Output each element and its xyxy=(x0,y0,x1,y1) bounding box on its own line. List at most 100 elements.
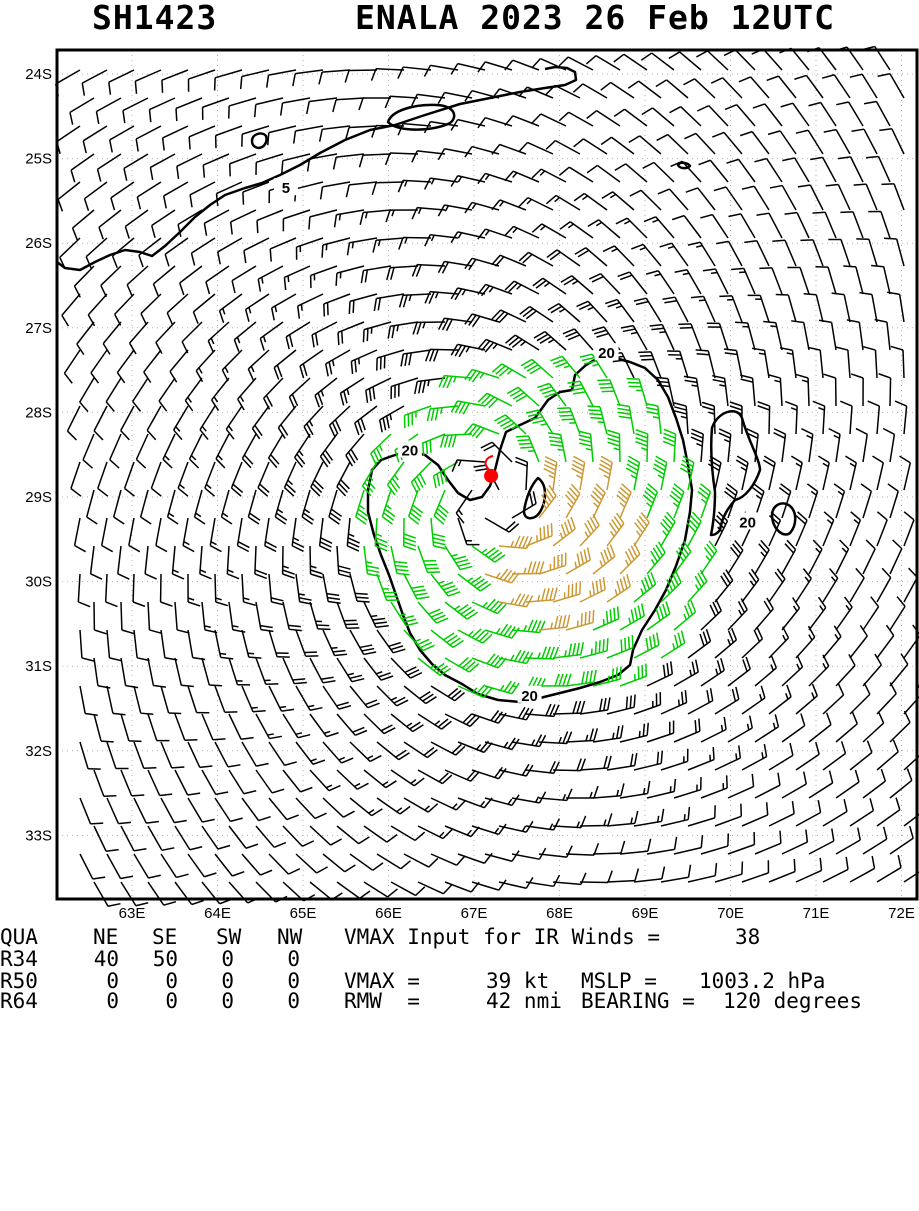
wind-barb xyxy=(674,600,695,630)
wind-barb xyxy=(330,406,350,437)
wind-barb xyxy=(260,322,283,350)
wind-barb xyxy=(472,546,505,562)
wind-barb xyxy=(231,462,242,496)
wind-barb xyxy=(391,770,424,786)
wind-barb xyxy=(156,518,167,552)
wind-barb xyxy=(887,292,904,322)
wind-barb xyxy=(248,350,269,380)
wind-barb xyxy=(728,716,752,742)
wind-barb xyxy=(269,630,290,657)
wind-barb xyxy=(485,795,519,806)
wind-barb xyxy=(593,783,624,798)
contour-label: 20 xyxy=(521,688,538,705)
wind-barb xyxy=(617,484,631,518)
wind-barb xyxy=(840,401,852,434)
wind-barb xyxy=(94,602,106,634)
wind-barb xyxy=(229,826,258,848)
wind-barb xyxy=(294,126,323,144)
wind-barb xyxy=(561,276,593,294)
wind-barb xyxy=(755,540,769,574)
wind-barb xyxy=(188,742,212,767)
wind-barb xyxy=(83,434,94,468)
wind-barb xyxy=(643,162,674,182)
wind-barb xyxy=(465,424,499,438)
wind-barb xyxy=(593,841,625,854)
wind-barb xyxy=(202,658,222,686)
wind-barb xyxy=(188,798,215,822)
wind-barb xyxy=(137,182,161,209)
wind-barb xyxy=(258,266,283,292)
y-tick-label: 25S xyxy=(25,151,52,168)
wind-barb xyxy=(141,294,161,325)
wind-barb xyxy=(366,378,391,403)
wind-barb xyxy=(823,626,841,658)
wind-barb xyxy=(304,406,323,438)
wind-barb xyxy=(188,630,205,660)
wind-barb xyxy=(647,779,675,798)
wind-barb xyxy=(688,629,710,658)
wind-barb xyxy=(809,655,829,686)
wind-barb xyxy=(757,213,782,238)
wind-barb xyxy=(101,266,121,297)
wind-barb xyxy=(189,126,215,149)
wind-barb xyxy=(296,798,327,818)
wind-barb xyxy=(215,686,237,712)
wind-barb xyxy=(532,169,566,182)
wind-barb xyxy=(134,854,161,878)
wind-barb xyxy=(106,378,121,412)
wind-barb xyxy=(364,714,395,734)
wind-barb xyxy=(164,182,188,208)
wind-barb xyxy=(175,602,189,633)
wind-barb xyxy=(121,714,142,741)
wind-barb xyxy=(349,294,377,314)
wind-barb xyxy=(283,602,302,631)
wind-barb xyxy=(661,865,690,882)
wind-barb xyxy=(374,294,404,311)
wind-barb xyxy=(363,322,391,342)
wind-barb xyxy=(310,826,342,845)
wind-barb xyxy=(856,239,877,266)
wind-barb xyxy=(700,215,728,238)
r34-se: 50 xyxy=(138,948,178,970)
x-tick-label: 66E xyxy=(375,905,402,922)
wind-barb xyxy=(438,261,472,273)
wind-barb xyxy=(256,770,284,793)
wind-barb xyxy=(296,742,325,764)
contour-label: 20 xyxy=(402,442,419,459)
wind-barb xyxy=(323,854,355,872)
r64-sw: 0 xyxy=(194,990,234,1012)
wind-barb xyxy=(553,517,575,546)
wind-barb xyxy=(674,835,702,854)
wind-barb xyxy=(391,658,422,678)
wind-barb xyxy=(796,684,817,714)
wind-barb xyxy=(774,429,786,462)
wind-barb xyxy=(890,654,908,686)
wind-barb xyxy=(121,826,146,851)
vmax-input-value: 38 xyxy=(735,926,760,948)
wind-barb xyxy=(868,401,880,434)
wind-barb xyxy=(719,429,731,462)
wind-barb xyxy=(323,742,353,763)
wind-barb xyxy=(553,581,580,602)
wind-barb xyxy=(519,252,553,266)
wind-barb xyxy=(359,154,391,167)
wind-barb xyxy=(752,49,782,70)
wind-barb xyxy=(485,738,519,750)
wind-barb xyxy=(163,126,188,150)
wind-barb xyxy=(697,106,728,126)
wind-barb xyxy=(620,664,646,686)
wind-barb xyxy=(863,827,887,854)
wind-barb xyxy=(877,683,896,714)
wind-barb xyxy=(337,602,359,628)
wind-barb xyxy=(88,294,107,326)
wind-barb xyxy=(227,546,239,579)
wind-barb xyxy=(431,574,460,596)
wind-barb xyxy=(323,574,341,603)
x-tick-label: 72E xyxy=(888,905,915,922)
wind-barb xyxy=(605,300,634,322)
wind-barb xyxy=(829,429,840,462)
wind-barb xyxy=(283,826,314,846)
wind-barb xyxy=(202,602,217,633)
x-tick-label: 71E xyxy=(803,905,830,922)
wind-barb xyxy=(324,294,350,317)
